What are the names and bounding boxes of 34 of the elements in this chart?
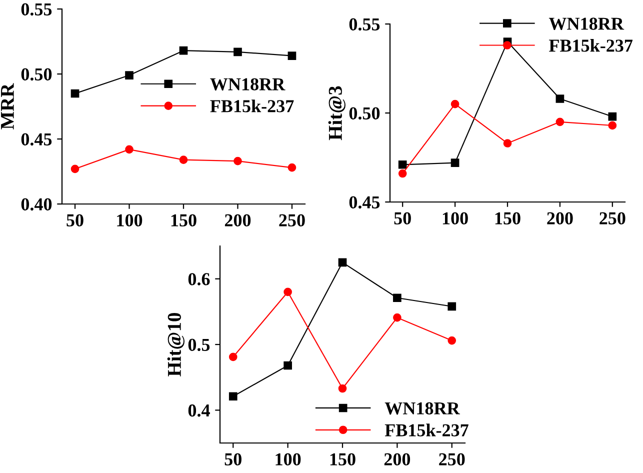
y-tick-label: 0.45	[21, 133, 52, 146]
legend-label: FB15k-237	[384, 424, 468, 436]
y-tick-label: 0.40	[21, 198, 52, 211]
x-tick-label: 250	[439, 453, 465, 466]
legend-label: FB15k-237	[210, 100, 294, 112]
x-tick-label: 250	[279, 214, 305, 226]
y-axis-title: Hit@3	[328, 86, 346, 140]
x-tick-label: 50	[224, 453, 242, 466]
y-tick-label: 0.50	[349, 107, 380, 120]
y-tick-label: 0.50	[21, 68, 52, 81]
y-axis-title: Hit@10	[167, 312, 184, 376]
x-tick-label: 100	[276, 453, 301, 466]
y-tick-label: 0.5	[188, 338, 210, 352]
y-tick-label: 0.6	[188, 273, 210, 286]
x-tick-label: 200	[224, 214, 251, 226]
y-axis-title: MRR	[1, 83, 14, 130]
legend-label: FB15k-237	[549, 39, 633, 52]
x-tick-label: 150	[330, 453, 356, 466]
x-tick-label: 200	[384, 453, 410, 466]
y-tick-label: 0.45	[349, 196, 380, 209]
legend-label: WN18RR	[548, 18, 624, 30]
x-tick-label: 50	[66, 214, 84, 226]
legend-label: WN18RR	[384, 402, 460, 415]
x-tick-label: 100	[117, 214, 142, 226]
x-tick-label: 100	[442, 212, 468, 224]
legend-label: WN18RR	[210, 78, 286, 90]
x-tick-label: 50	[394, 212, 411, 224]
x-tick-label: 150	[171, 214, 196, 226]
y-tick-label: 0.4	[188, 404, 210, 417]
x-tick-label: 250	[600, 212, 626, 224]
y-tick-label: 0.55	[21, 3, 52, 16]
x-tick-label: 200	[547, 212, 573, 224]
x-tick-label: 150	[495, 212, 520, 224]
y-tick-label: 0.55	[349, 18, 380, 31]
